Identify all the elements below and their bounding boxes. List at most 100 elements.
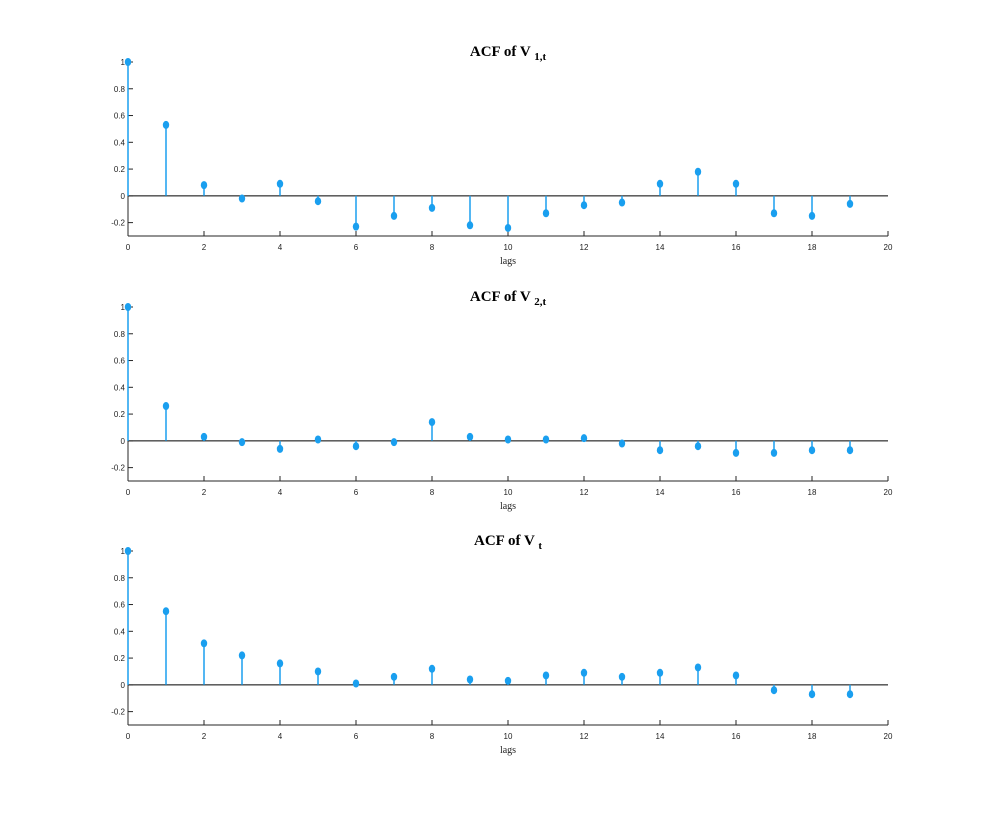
stem-marker — [466, 432, 474, 441]
acf-panel-1: -0.200.20.40.60.810 2 4 6 8 10 12 14 16 18 20lagsA… — [111, 44, 893, 267]
stem-marker — [808, 446, 816, 455]
chart-title: ACF of V 1,t — [470, 44, 547, 63]
x-tick-label: 2 — [202, 243, 207, 252]
y-tick-label: 0.8 — [114, 574, 126, 583]
x-tick-label: 6 — [354, 732, 359, 741]
stem-marker — [542, 671, 550, 680]
y-tick-label: 0.8 — [114, 85, 126, 94]
y-tick-label: 0.6 — [114, 601, 126, 610]
stem-marker — [390, 211, 398, 220]
chart-title-subscript: 1,t — [534, 51, 546, 63]
stem-marker — [200, 639, 208, 648]
stem-marker — [314, 197, 322, 206]
stem-marker — [770, 209, 778, 218]
x-tick-label: 0 — [126, 488, 131, 497]
stem-marker — [276, 444, 284, 453]
stem-marker — [618, 672, 626, 681]
x-tick-label: 8 — [430, 732, 435, 741]
stem-marker — [808, 211, 816, 220]
y-tick-label: 0.6 — [114, 357, 126, 366]
x-tick-label: 10 — [504, 488, 513, 497]
stem-marker — [504, 223, 512, 232]
y-tick-label: 0.4 — [114, 627, 126, 636]
chart-title-text: ACF of V — [474, 533, 538, 549]
stem-marker — [846, 199, 854, 208]
stem-marker — [542, 435, 550, 444]
y-tick-label: 0.4 — [114, 138, 126, 147]
x-tick-label: 16 — [732, 243, 741, 252]
y-tick-label: 0.2 — [114, 165, 126, 174]
stem-marker — [428, 418, 436, 427]
x-tick-label: 18 — [808, 732, 817, 741]
x-tick-label: 12 — [580, 488, 589, 497]
y-tick-label: 0 — [121, 681, 126, 690]
x-tick-label: 20 — [884, 243, 893, 252]
stem-marker — [200, 432, 208, 441]
stem-marker — [124, 547, 132, 555]
x-tick-label: 4 — [278, 488, 283, 497]
stem-marker — [352, 222, 360, 231]
chart-title: ACF of V t — [474, 533, 542, 552]
y-tick-label: 0.8 — [114, 330, 126, 339]
x-tick-label: 0 — [126, 243, 131, 252]
stem-marker — [162, 607, 170, 616]
stem-marker — [276, 179, 284, 188]
acf-panel-2: -0.200.20.40.60.810 2 4 6 8 10 12 14 16 18 20lagsA… — [111, 289, 893, 512]
stem-marker — [238, 438, 246, 447]
stem-marker — [808, 690, 816, 699]
stem-marker — [694, 663, 702, 672]
stem-marker — [770, 448, 778, 457]
x-tick-label: 14 — [656, 732, 665, 741]
stem-marker — [846, 446, 854, 455]
x-tick-label: 2 — [202, 488, 207, 497]
stem-marker — [656, 668, 664, 677]
x-tick-label: 6 — [354, 488, 359, 497]
x-tick-label: 8 — [430, 243, 435, 252]
stem-marker — [580, 668, 588, 677]
y-tick-label: 0 — [121, 437, 126, 446]
stem-marker — [694, 442, 702, 451]
stem-marker — [124, 58, 132, 66]
stem-marker — [276, 659, 284, 668]
y-tick-label: -0.2 — [111, 464, 125, 473]
x-tick-label: 0 — [126, 732, 131, 741]
chart-title-subscript: 2,t — [534, 296, 546, 308]
stem-marker — [504, 435, 512, 444]
x-axis-label: lags — [500, 501, 516, 512]
stem-marker — [390, 438, 398, 447]
stem-marker — [162, 402, 170, 411]
stem-marker — [580, 434, 588, 443]
stem-marker — [200, 181, 208, 190]
stem-marker — [428, 203, 436, 212]
y-tick-label: 1 — [121, 547, 126, 556]
stem-marker — [504, 676, 512, 685]
stem-marker — [390, 672, 398, 681]
chart-title: ACF of V 2,t — [470, 289, 547, 308]
stem-marker — [124, 303, 132, 311]
y-tick-label: 0.2 — [114, 654, 126, 663]
stem-marker — [466, 675, 474, 684]
x-axis-label: lags — [500, 745, 516, 756]
stem-marker — [732, 179, 740, 188]
stem-marker — [656, 446, 664, 455]
x-tick-label: 18 — [808, 243, 817, 252]
x-tick-label: 2 — [202, 732, 207, 741]
y-tick-label: -0.2 — [111, 708, 125, 717]
stem-marker — [732, 671, 740, 680]
stem-marker — [732, 448, 740, 457]
chart-title-text: ACF of V — [470, 44, 534, 60]
y-tick-label: 1 — [121, 303, 126, 312]
x-tick-label: 20 — [884, 732, 893, 741]
y-tick-label: 1 — [121, 58, 126, 67]
acf-panel-3: -0.200.20.40.60.810 2 4 6 8 10 12 14 16 18 20lagsA… — [111, 533, 893, 756]
stem-marker — [428, 664, 436, 673]
x-tick-label: 16 — [732, 488, 741, 497]
x-tick-label: 4 — [278, 732, 283, 741]
x-tick-label: 18 — [808, 488, 817, 497]
stem-marker — [162, 120, 170, 129]
stem-marker — [238, 651, 246, 660]
stem-marker — [846, 690, 854, 699]
x-tick-label: 8 — [430, 488, 435, 497]
x-tick-label: 14 — [656, 488, 665, 497]
x-tick-label: 20 — [884, 488, 893, 497]
